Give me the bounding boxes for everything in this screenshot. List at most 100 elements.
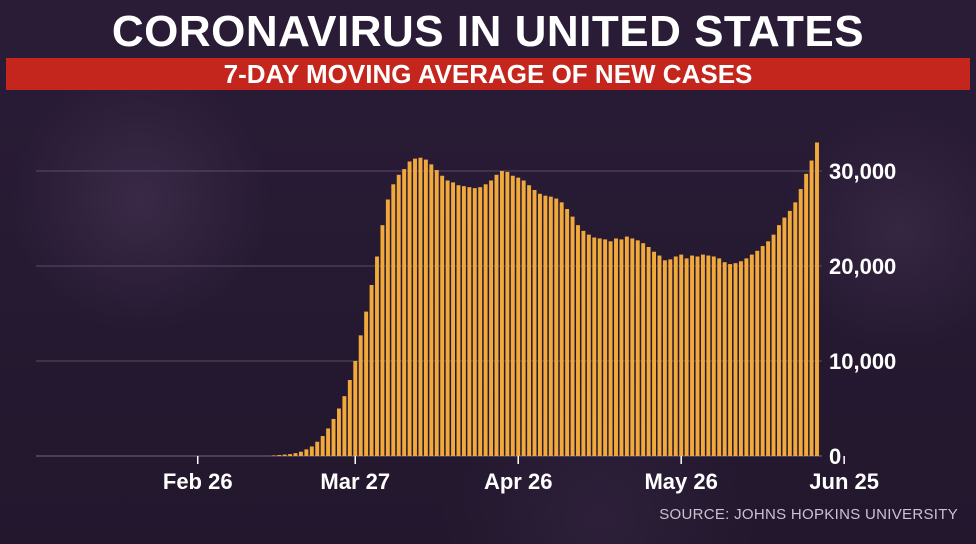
bar (793, 202, 798, 456)
bar (483, 184, 488, 457)
bar (619, 239, 624, 456)
bar (527, 185, 532, 456)
x-tick-label: Apr 26 (484, 469, 552, 494)
bars (271, 142, 819, 457)
bar (690, 255, 695, 456)
subtitle-banner: 7-DAY MOVING AVERAGE OF NEW CASES (6, 58, 970, 90)
bar (548, 196, 553, 456)
bar (684, 258, 689, 456)
x-axis-ticks: Feb 26 Mar 27 Apr 26 May 26 Jun 25 (163, 456, 879, 494)
y-axis-ticks: 0 10,000 20,000 30,000 (829, 159, 896, 469)
bar (358, 335, 363, 456)
bar (429, 164, 434, 456)
bar (467, 187, 472, 456)
bar (505, 171, 510, 456)
bar (711, 256, 716, 456)
bar (434, 170, 439, 457)
bar (288, 454, 293, 456)
bar (657, 255, 662, 456)
x-tick-label: Mar 27 (320, 469, 390, 494)
bar (451, 182, 455, 456)
bar (760, 246, 765, 456)
x-tick-label: May 26 (644, 469, 717, 494)
bar (315, 441, 320, 456)
bar (771, 234, 776, 456)
bar (331, 418, 336, 456)
y-tick-label: 30,000 (829, 159, 896, 184)
page-title: CORONAVIRUS IN UNITED STATES (111, 7, 865, 56)
bar (353, 361, 358, 456)
y-tick-label: 0 (829, 444, 841, 469)
bar (499, 171, 504, 456)
bar (298, 451, 303, 456)
bar (809, 160, 814, 457)
bar (396, 174, 401, 457)
bar (662, 260, 667, 456)
bar (326, 428, 331, 456)
bar (586, 234, 591, 456)
x-tick-label: Feb 26 (163, 469, 233, 494)
bar (440, 175, 445, 456)
bar (472, 188, 477, 456)
bar (538, 193, 542, 457)
y-tick-label: 10,000 (829, 349, 896, 374)
bar (603, 239, 608, 456)
bar (700, 254, 705, 456)
bar (576, 225, 580, 456)
x-tick-label: Jun 25 (809, 469, 879, 494)
bar (744, 258, 749, 456)
bar (608, 241, 613, 456)
bar (815, 142, 819, 456)
bar (706, 255, 711, 456)
bar (337, 408, 341, 456)
bar (559, 202, 564, 456)
bar (570, 216, 575, 456)
bar (804, 173, 809, 456)
source-note: SOURCE: JOHNS HOPKINS UNIVERSITY (659, 506, 958, 523)
bar (402, 169, 407, 456)
bar (749, 254, 754, 456)
bar (798, 189, 803, 457)
bar (766, 241, 771, 456)
bar (543, 195, 548, 456)
bar (782, 217, 787, 456)
bar (418, 157, 423, 456)
bar (461, 186, 466, 456)
bar (652, 251, 656, 456)
bar (695, 256, 700, 456)
bar (777, 225, 781, 456)
bar (630, 238, 635, 456)
bar (282, 454, 287, 456)
bar (728, 264, 733, 456)
bar (304, 449, 309, 456)
bar (717, 258, 722, 456)
bar (565, 209, 570, 456)
bar (494, 174, 499, 457)
bar (581, 230, 586, 456)
bar (309, 446, 314, 456)
bar (407, 161, 412, 456)
bar (532, 190, 537, 456)
bar (413, 158, 417, 456)
bar (592, 237, 597, 456)
bar (385, 199, 390, 456)
bar (320, 436, 325, 456)
bar (293, 453, 298, 456)
bar (673, 256, 678, 456)
bar (668, 259, 673, 456)
bar (277, 455, 282, 456)
bar (456, 185, 461, 456)
bar (787, 210, 792, 456)
bar (597, 238, 602, 456)
bar (347, 380, 352, 456)
y-tick-label: 20,000 (829, 254, 896, 279)
bar (423, 159, 428, 456)
bar (369, 285, 374, 456)
bar (516, 177, 521, 456)
bar (722, 262, 727, 456)
bar (635, 240, 640, 456)
bar (521, 180, 526, 456)
bar (342, 396, 347, 456)
bar (733, 263, 738, 456)
bar (554, 198, 559, 457)
